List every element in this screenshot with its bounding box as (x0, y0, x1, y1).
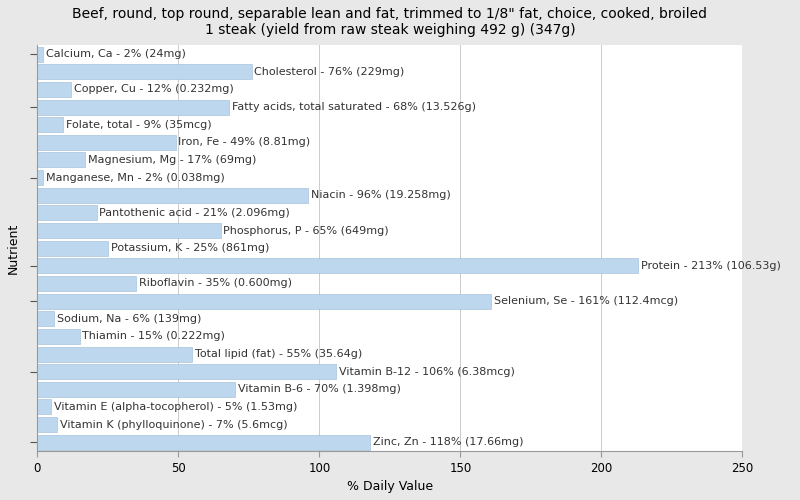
Bar (38, 276, 136, 291)
Text: Protein - 213% (106.53g): Protein - 213% (106.53g) (641, 261, 781, 271)
Text: Potassium, K - 25% (861mg): Potassium, K - 25% (861mg) (110, 243, 269, 253)
Bar (38, 64, 252, 79)
Bar (38, 364, 336, 379)
Text: Vitamin B-12 - 106% (6.38mcg): Vitamin B-12 - 106% (6.38mcg) (339, 366, 515, 376)
Text: Zinc, Zn - 118% (17.66mg): Zinc, Zn - 118% (17.66mg) (373, 438, 523, 448)
Text: Total lipid (fat) - 55% (35.64g): Total lipid (fat) - 55% (35.64g) (195, 349, 362, 359)
Text: Fatty acids, total saturated - 68% (13.526g): Fatty acids, total saturated - 68% (13.5… (232, 102, 476, 112)
Text: Vitamin K (phylloquinone) - 7% (5.6mcg): Vitamin K (phylloquinone) - 7% (5.6mcg) (60, 420, 287, 430)
Text: Manganese, Mn - 2% (0.038mg): Manganese, Mn - 2% (0.038mg) (46, 172, 225, 182)
Text: Copper, Cu - 12% (0.232mg): Copper, Cu - 12% (0.232mg) (74, 84, 234, 94)
Text: Iron, Fe - 49% (8.81mg): Iron, Fe - 49% (8.81mg) (178, 138, 310, 147)
Bar (38, 258, 638, 274)
Bar (38, 294, 491, 308)
Text: Calcium, Ca - 2% (24mg): Calcium, Ca - 2% (24mg) (46, 49, 186, 59)
Text: Selenium, Se - 161% (112.4mcg): Selenium, Se - 161% (112.4mcg) (494, 296, 678, 306)
Text: Pantothenic acid - 21% (2.096mg): Pantothenic acid - 21% (2.096mg) (99, 208, 290, 218)
Bar (38, 188, 308, 202)
Bar (38, 206, 97, 220)
Y-axis label: Nutrient: Nutrient (7, 222, 20, 274)
Bar (38, 152, 86, 168)
Bar (38, 117, 62, 132)
X-axis label: % Daily Value: % Daily Value (347, 480, 433, 493)
Bar (38, 346, 193, 362)
Bar (38, 100, 229, 114)
Bar (38, 311, 54, 326)
Bar (38, 382, 234, 397)
Text: Vitamin E (alpha-tocopherol) - 5% (1.53mg): Vitamin E (alpha-tocopherol) - 5% (1.53m… (54, 402, 298, 412)
Text: Riboflavin - 35% (0.600mg): Riboflavin - 35% (0.600mg) (139, 278, 292, 288)
Text: Cholesterol - 76% (229mg): Cholesterol - 76% (229mg) (254, 66, 405, 76)
Bar (38, 417, 57, 432)
Bar (38, 223, 221, 238)
Bar (38, 240, 108, 256)
Text: Phosphorus, P - 65% (649mg): Phosphorus, P - 65% (649mg) (223, 226, 389, 235)
Text: Vitamin B-6 - 70% (1.398mg): Vitamin B-6 - 70% (1.398mg) (238, 384, 401, 394)
Bar (38, 435, 370, 450)
Title: Beef, round, top round, separable lean and fat, trimmed to 1/8" fat, choice, coo: Beef, round, top round, separable lean a… (72, 7, 707, 37)
Bar (38, 82, 71, 97)
Bar (38, 329, 80, 344)
Bar (38, 135, 175, 150)
Bar (38, 400, 51, 414)
Text: Sodium, Na - 6% (139mg): Sodium, Na - 6% (139mg) (57, 314, 202, 324)
Bar (38, 170, 43, 185)
Text: Niacin - 96% (19.258mg): Niacin - 96% (19.258mg) (311, 190, 450, 200)
Text: Folate, total - 9% (35mcg): Folate, total - 9% (35mcg) (66, 120, 211, 130)
Bar (38, 46, 43, 62)
Text: Thiamin - 15% (0.222mg): Thiamin - 15% (0.222mg) (82, 332, 226, 342)
Text: Magnesium, Mg - 17% (69mg): Magnesium, Mg - 17% (69mg) (88, 155, 257, 165)
